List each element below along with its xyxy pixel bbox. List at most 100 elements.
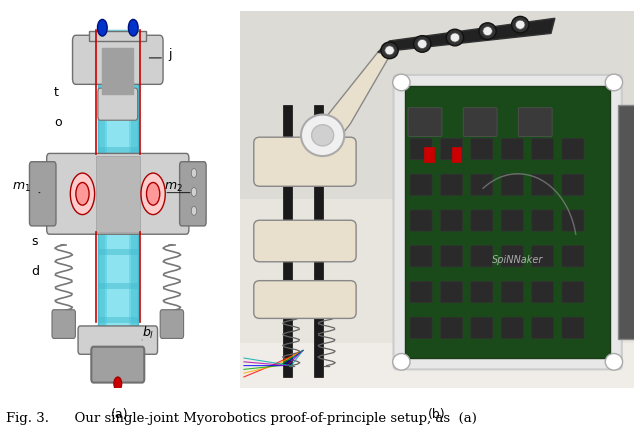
FancyBboxPatch shape [410, 281, 432, 302]
FancyBboxPatch shape [501, 281, 524, 302]
FancyBboxPatch shape [72, 35, 163, 85]
Text: SpiNNaker: SpiNNaker [492, 255, 543, 265]
Bar [240, 343, 634, 388]
Circle shape [511, 16, 529, 33]
Bar [98, 215, 138, 221]
FancyBboxPatch shape [254, 281, 356, 318]
Text: $m_2$: $m_2$ [164, 181, 183, 194]
Circle shape [147, 182, 160, 205]
FancyBboxPatch shape [410, 174, 432, 195]
Bar [314, 105, 323, 377]
Bar [424, 147, 434, 162]
Circle shape [605, 74, 623, 91]
Circle shape [191, 206, 196, 215]
Circle shape [141, 173, 165, 214]
Circle shape [393, 353, 410, 370]
FancyBboxPatch shape [562, 210, 584, 231]
Text: t: t [54, 86, 59, 99]
FancyBboxPatch shape [532, 317, 554, 338]
Polygon shape [323, 52, 390, 139]
FancyBboxPatch shape [562, 317, 584, 338]
FancyBboxPatch shape [254, 220, 356, 262]
FancyBboxPatch shape [501, 317, 524, 338]
FancyBboxPatch shape [47, 154, 189, 234]
Circle shape [76, 182, 89, 205]
FancyBboxPatch shape [410, 139, 432, 160]
FancyBboxPatch shape [471, 174, 493, 195]
FancyBboxPatch shape [440, 210, 463, 231]
FancyBboxPatch shape [562, 139, 584, 160]
FancyBboxPatch shape [532, 246, 554, 267]
FancyBboxPatch shape [501, 174, 524, 195]
Text: d: d [32, 265, 40, 278]
Text: $m_1$: $m_1$ [12, 181, 31, 194]
Text: j: j [168, 48, 172, 61]
FancyBboxPatch shape [440, 174, 463, 195]
Circle shape [312, 125, 333, 146]
Circle shape [191, 187, 196, 196]
Bar [98, 283, 138, 289]
FancyBboxPatch shape [501, 246, 524, 267]
FancyBboxPatch shape [463, 108, 497, 136]
Bar [452, 147, 461, 162]
Text: s: s [32, 235, 38, 248]
Circle shape [191, 169, 196, 178]
Bar [98, 30, 104, 354]
FancyBboxPatch shape [254, 137, 356, 186]
FancyBboxPatch shape [440, 281, 463, 302]
FancyBboxPatch shape [471, 139, 493, 160]
Circle shape [483, 27, 492, 36]
Circle shape [97, 19, 107, 36]
FancyBboxPatch shape [78, 326, 157, 354]
FancyBboxPatch shape [471, 210, 493, 231]
Bar [107, 30, 129, 354]
FancyBboxPatch shape [532, 281, 554, 302]
FancyBboxPatch shape [410, 317, 432, 338]
Text: (b): (b) [428, 408, 445, 420]
Circle shape [385, 46, 394, 55]
Bar [102, 48, 133, 94]
Circle shape [417, 39, 427, 48]
FancyBboxPatch shape [501, 210, 524, 231]
FancyBboxPatch shape [532, 210, 554, 231]
FancyBboxPatch shape [562, 281, 584, 302]
FancyBboxPatch shape [394, 75, 622, 369]
Circle shape [129, 19, 138, 36]
Bar [240, 11, 634, 199]
Bar [98, 79, 138, 85]
Bar [98, 30, 138, 354]
FancyBboxPatch shape [92, 347, 144, 383]
Bar [618, 105, 640, 339]
Bar [405, 86, 610, 358]
Text: (a): (a) [111, 408, 129, 420]
Polygon shape [378, 18, 555, 52]
FancyBboxPatch shape [532, 174, 554, 195]
FancyBboxPatch shape [518, 108, 552, 136]
FancyBboxPatch shape [532, 139, 554, 160]
FancyBboxPatch shape [440, 139, 463, 160]
FancyBboxPatch shape [52, 310, 76, 338]
FancyBboxPatch shape [440, 246, 463, 267]
Circle shape [446, 29, 463, 46]
FancyBboxPatch shape [440, 317, 463, 338]
FancyBboxPatch shape [471, 281, 493, 302]
Circle shape [479, 23, 496, 39]
FancyBboxPatch shape [471, 317, 493, 338]
FancyBboxPatch shape [562, 246, 584, 267]
Circle shape [413, 36, 431, 52]
Circle shape [301, 115, 344, 156]
Bar [282, 105, 292, 377]
FancyBboxPatch shape [562, 174, 584, 195]
Bar [131, 30, 138, 354]
Bar [98, 249, 138, 255]
Circle shape [450, 33, 460, 42]
FancyBboxPatch shape [471, 246, 493, 267]
Bar [98, 317, 138, 323]
FancyBboxPatch shape [410, 246, 432, 267]
FancyBboxPatch shape [160, 310, 184, 338]
Bar [98, 181, 138, 187]
Bar [89, 31, 147, 41]
FancyBboxPatch shape [408, 108, 442, 136]
Text: o: o [54, 116, 61, 129]
Circle shape [393, 74, 410, 91]
